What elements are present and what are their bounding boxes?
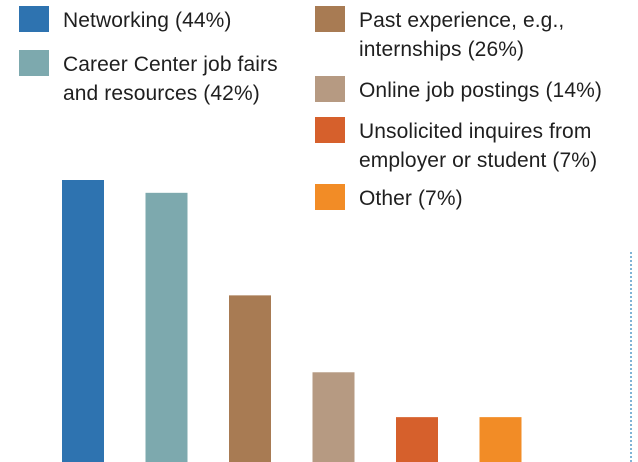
legend-swatch-other [315, 184, 345, 210]
dotted-divider [630, 252, 632, 462]
legend-label-unsolicited: Unsolicited inquires from employer or st… [359, 120, 598, 172]
bar-networking [62, 180, 104, 462]
legend-label-career-center: Career Center job fairs and resources (4… [63, 53, 278, 105]
legend-swatch-past-experience [315, 6, 345, 32]
legend-label-online-postings: Online job postings (14%) [359, 79, 602, 102]
legend-label-other: Other (7%) [359, 187, 463, 210]
bar-other [479, 417, 522, 462]
legend-label-networking: Networking (44%) [63, 9, 232, 32]
bar-career-center [145, 192, 188, 462]
legend-item-past-experience: Past experience, e.g., internships (26%) [315, 6, 564, 64]
legend-item-career-center: Career Center job fairs and resources (4… [19, 50, 278, 108]
bar-past-experience [229, 295, 271, 462]
legend-swatch-online-postings [315, 76, 345, 102]
legend-swatch-career-center [19, 50, 49, 76]
legend-item-online-postings: Online job postings (14%) [315, 76, 602, 105]
legend-swatch-unsolicited [315, 117, 345, 143]
legend-item-other: Other (7%) [315, 184, 463, 213]
legend-swatch-networking [19, 6, 49, 32]
bar-online-postings [312, 372, 355, 462]
legend-item-unsolicited: Unsolicited inquires from employer or st… [315, 117, 597, 175]
legend-label-past-experience: Past experience, e.g., internships (26%) [359, 9, 565, 61]
legend-item-networking: Networking (44%) [19, 6, 232, 35]
bar-unsolicited [396, 417, 438, 462]
